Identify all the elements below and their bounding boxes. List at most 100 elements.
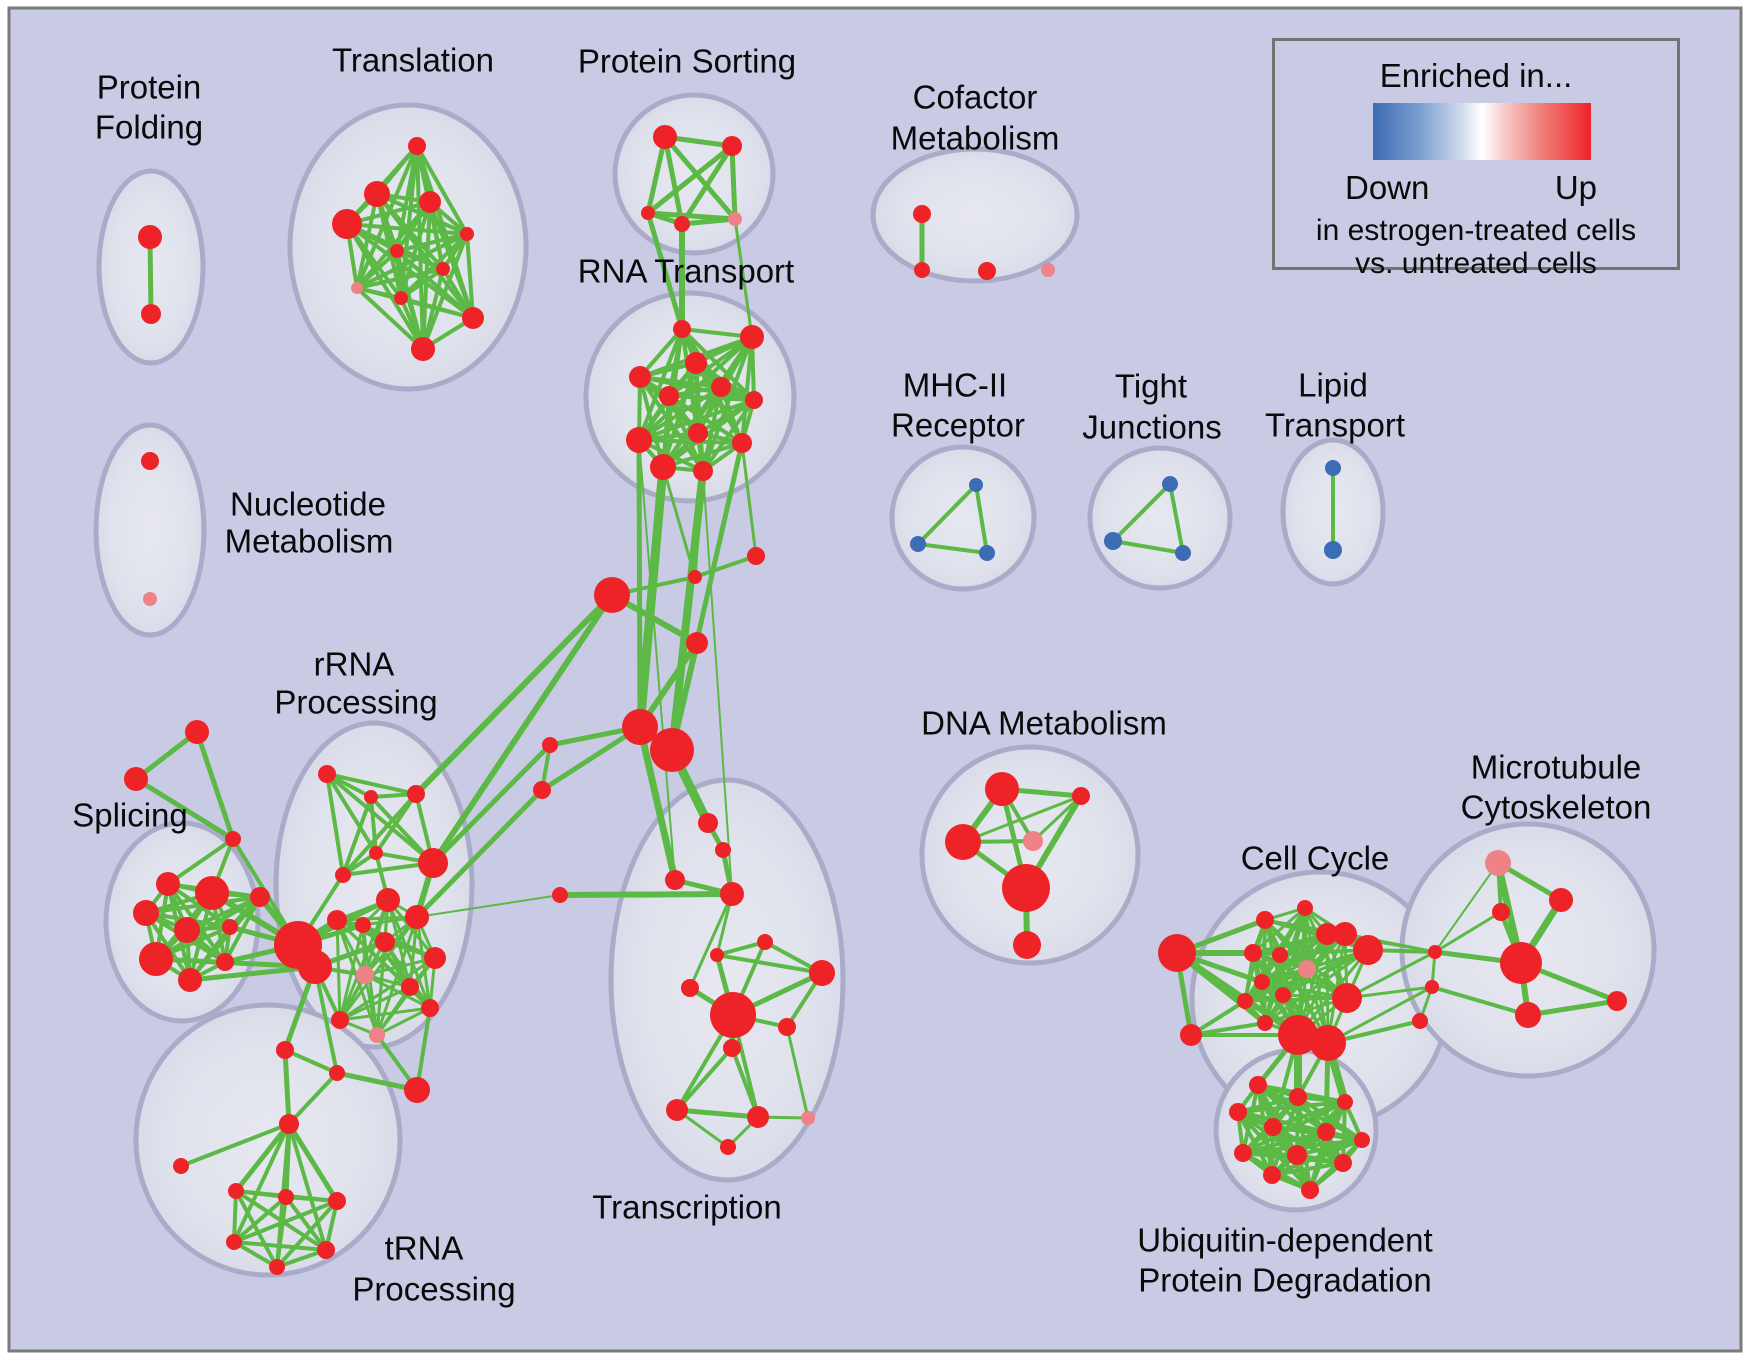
node-iso[interactable] xyxy=(173,1158,189,1174)
node-z3[interactable] xyxy=(328,1192,346,1210)
node-q10[interactable] xyxy=(331,1011,349,1029)
node-c10[interactable] xyxy=(778,1018,796,1036)
node-cm2[interactable] xyxy=(914,262,930,278)
node-s2[interactable] xyxy=(195,876,229,910)
node-ps2[interactable] xyxy=(722,136,742,156)
node-tj3[interactable] xyxy=(1175,545,1191,561)
node-mt3[interactable] xyxy=(1492,903,1510,921)
node-g2[interactable] xyxy=(364,790,378,804)
node-y13[interactable] xyxy=(1310,1025,1346,1061)
node-c6[interactable] xyxy=(757,934,773,950)
node-g1[interactable] xyxy=(318,765,336,783)
node-pf1[interactable] xyxy=(138,225,162,249)
node-l2[interactable] xyxy=(1324,541,1342,559)
node-t6[interactable] xyxy=(390,244,404,258)
node-mp[interactable] xyxy=(1485,850,1511,876)
node-q9[interactable] xyxy=(421,999,439,1017)
node-cm3[interactable] xyxy=(978,262,996,280)
node-cc0[interactable] xyxy=(1158,934,1196,972)
node-s4[interactable] xyxy=(174,917,200,943)
node-tj2[interactable] xyxy=(1104,532,1122,550)
node-r4[interactable] xyxy=(685,352,707,374)
node-mt4[interactable] xyxy=(1500,942,1542,984)
node-x2[interactable] xyxy=(124,767,148,791)
node-g6[interactable] xyxy=(335,867,351,883)
node-d6[interactable] xyxy=(1013,931,1041,959)
node-k2[interactable] xyxy=(298,950,332,984)
node-r1[interactable] xyxy=(673,320,691,338)
node-nu1[interactable] xyxy=(141,452,159,470)
node-r5[interactable] xyxy=(711,377,731,397)
node-u8[interactable] xyxy=(1234,1144,1252,1162)
node-mj2[interactable] xyxy=(1425,980,1439,994)
node-q6[interactable] xyxy=(356,966,374,984)
node-y4[interactable] xyxy=(1275,987,1291,1003)
node-t7[interactable] xyxy=(436,262,450,276)
node-c1[interactable] xyxy=(698,813,718,833)
node-t5[interactable] xyxy=(460,227,474,241)
node-rn[interactable] xyxy=(747,547,765,565)
node-m3[interactable] xyxy=(979,545,995,561)
node-mb[interactable] xyxy=(1412,1013,1428,1029)
node-q2[interactable] xyxy=(405,905,429,929)
node-y3[interactable] xyxy=(1254,974,1270,990)
node-q7[interactable] xyxy=(424,947,446,969)
node-y5[interactable] xyxy=(1237,993,1253,1009)
node-cm4[interactable] xyxy=(1041,263,1055,277)
node-d1[interactable] xyxy=(985,772,1019,806)
node-h1[interactable] xyxy=(622,709,658,745)
node-z1[interactable] xyxy=(228,1183,244,1199)
node-c9[interactable] xyxy=(710,992,756,1038)
node-u3[interactable] xyxy=(1337,1094,1353,1110)
node-ps5[interactable] xyxy=(728,212,742,226)
node-t4[interactable] xyxy=(332,209,362,239)
node-lb1[interactable] xyxy=(542,737,558,753)
node-u10[interactable] xyxy=(1334,1154,1352,1172)
node-c5[interactable] xyxy=(710,948,724,962)
node-z6[interactable] xyxy=(269,1259,285,1275)
node-b1[interactable] xyxy=(594,577,630,613)
node-c12[interactable] xyxy=(666,1099,688,1121)
node-s7[interactable] xyxy=(178,968,202,992)
node-m1[interactable] xyxy=(969,478,983,492)
node-y15[interactable] xyxy=(1297,900,1313,916)
node-c8[interactable] xyxy=(809,960,835,986)
node-r11[interactable] xyxy=(650,454,676,480)
node-t11[interactable] xyxy=(411,337,435,361)
node-m2[interactable] xyxy=(910,536,926,552)
node-l1[interactable] xyxy=(1325,460,1341,476)
node-s8[interactable] xyxy=(216,953,234,971)
node-u9[interactable] xyxy=(1287,1145,1307,1165)
node-c2[interactable] xyxy=(715,842,731,858)
node-c15[interactable] xyxy=(720,1139,736,1155)
node-q5[interactable] xyxy=(327,910,347,930)
node-th[interactable] xyxy=(279,1114,299,1134)
node-y12[interactable] xyxy=(1278,1015,1318,1055)
node-c7[interactable] xyxy=(681,979,699,997)
node-t2[interactable] xyxy=(364,181,390,207)
node-t10[interactable] xyxy=(462,307,484,329)
node-ps4[interactable] xyxy=(674,216,690,232)
node-lb2[interactable] xyxy=(533,781,551,799)
node-r12[interactable] xyxy=(693,461,713,481)
node-u5[interactable] xyxy=(1264,1118,1282,1136)
node-r8[interactable] xyxy=(688,423,708,443)
node-r9[interactable] xyxy=(626,427,652,453)
node-cm1[interactable] xyxy=(913,205,931,223)
node-z2[interactable] xyxy=(278,1189,294,1205)
node-y2[interactable] xyxy=(1272,947,1288,963)
node-r2[interactable] xyxy=(740,325,764,349)
node-g4[interactable] xyxy=(369,846,383,860)
node-y1[interactable] xyxy=(1244,944,1262,962)
node-mj1[interactable] xyxy=(1428,945,1442,959)
node-x3[interactable] xyxy=(225,831,241,847)
node-c3[interactable] xyxy=(665,870,685,890)
node-q1[interactable] xyxy=(376,888,400,912)
node-r10[interactable] xyxy=(732,433,752,453)
node-x1[interactable] xyxy=(185,720,209,744)
node-u1[interactable] xyxy=(1249,1076,1267,1094)
node-c13[interactable] xyxy=(747,1106,769,1128)
node-q4[interactable] xyxy=(355,917,371,933)
node-u7[interactable] xyxy=(1354,1132,1370,1148)
node-t9[interactable] xyxy=(394,291,408,305)
